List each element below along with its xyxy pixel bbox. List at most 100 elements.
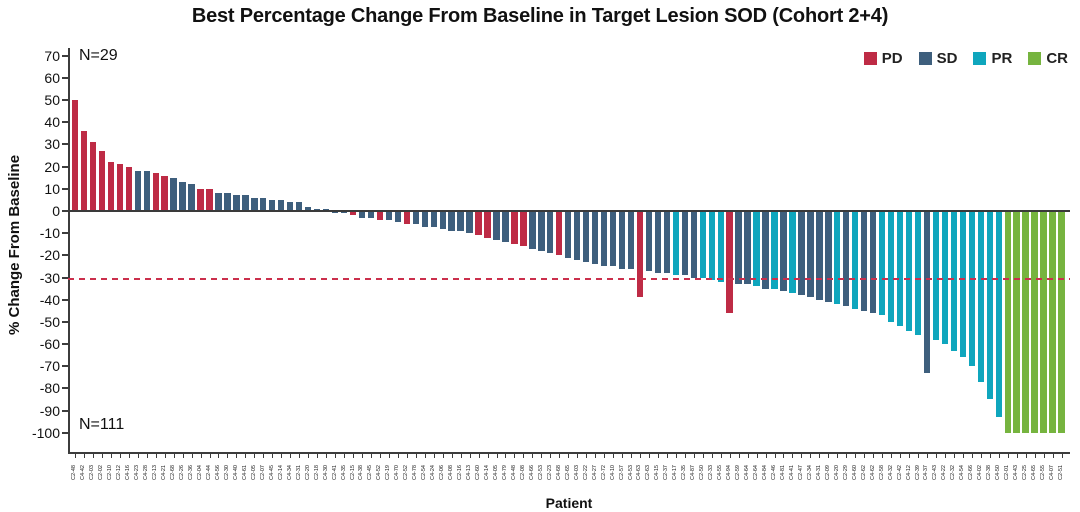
x-tick-label: C2-25 (1022, 465, 1029, 480)
x-tick-mark (873, 454, 875, 458)
bar-pr (932, 211, 940, 340)
x-tick-mark (290, 454, 292, 458)
x-axis-title: Patient (545, 495, 593, 511)
x-tick-mark (245, 454, 247, 458)
x-tick-mark (1052, 454, 1054, 458)
n-top-annotation: N=29 (79, 47, 118, 64)
bar-sd (287, 202, 294, 211)
x-tick-label: C2-58 (878, 465, 885, 480)
x-tick-label: C2-57 (618, 465, 625, 480)
x-tick-mark (74, 454, 76, 458)
bar-pd (98, 151, 106, 211)
x-tick-mark (801, 454, 803, 458)
x-tick-mark (218, 454, 220, 458)
x-tick-label: C4-56 (214, 465, 221, 480)
bar-pd (376, 211, 384, 220)
x-tick-mark (747, 454, 749, 458)
y-tick-label: 0 (52, 203, 60, 219)
x-tick-mark (666, 454, 668, 458)
x-tick-mark (792, 454, 794, 458)
x-tick-label: C2-06 (439, 465, 446, 480)
x-tick-mark (200, 454, 202, 458)
x-tick-label: C4-60 (851, 465, 858, 480)
x-tick-mark (711, 454, 713, 458)
x-tick-label: C2-59 (735, 465, 742, 480)
bar-sd (143, 171, 150, 211)
x-tick-label: C2-60 (475, 465, 482, 480)
x-tick-label: C4-13 (466, 465, 473, 480)
x-tick-label: C4-62 (869, 465, 876, 480)
y-tick-mark (62, 365, 68, 368)
x-tick-mark (550, 454, 552, 458)
bar-sd (780, 211, 787, 291)
x-tick-mark (989, 454, 991, 458)
bar-pr (914, 211, 922, 336)
bar-sd (421, 211, 428, 227)
x-tick-mark (254, 454, 256, 458)
x-tick-mark (326, 454, 328, 458)
x-tick-label: C4-24 (430, 465, 437, 480)
bar-sd (269, 199, 276, 211)
bar-sd (215, 193, 222, 211)
x-tick-label: C4-78 (412, 465, 419, 480)
y-tick-mark (62, 232, 68, 235)
bar-sd (188, 184, 195, 211)
x-tick-mark (182, 454, 184, 458)
bar-sd (663, 211, 671, 274)
x-tick-label: C2-50 (699, 465, 706, 480)
bar-sd (825, 211, 832, 302)
bar-cr (1022, 211, 1029, 433)
bar-sd (547, 211, 554, 254)
x-tick-label: C4-43 (1013, 465, 1020, 480)
x-tick-label: C4-55 (717, 465, 724, 480)
x-tick-label: C4-27 (591, 465, 598, 480)
x-tick-label: C4-28 (143, 465, 150, 480)
x-tick-label: C2-04 (197, 465, 204, 480)
bar-sd (591, 211, 599, 265)
x-tick-label: C2-47 (797, 465, 804, 480)
bar-pd (475, 211, 482, 236)
x-tick-label: C2-26 (179, 465, 186, 480)
x-tick-mark (361, 454, 363, 458)
x-tick-label: C4-41 (788, 465, 795, 480)
bar-sd (242, 195, 249, 211)
x-tick-label: C2-01 (1004, 465, 1011, 480)
y-tick-label: -80 (39, 380, 60, 397)
x-tick-label: C4-84 (762, 465, 769, 480)
x-tick-mark (568, 454, 570, 458)
x-tick-mark (926, 454, 928, 458)
bar-cr (1049, 211, 1056, 433)
x-tick-label: C2-05 (250, 465, 257, 480)
bar-sd (861, 211, 868, 311)
bar-sd (134, 171, 141, 211)
x-tick-mark (819, 454, 821, 458)
y-tick-label: -100 (31, 424, 60, 441)
bar-pr (977, 211, 984, 382)
x-tick-mark (478, 454, 480, 458)
bar-sd (735, 211, 742, 285)
bar-cr (1004, 211, 1011, 433)
x-tick-mark (433, 454, 435, 458)
x-tick-label: C4-12 (905, 465, 912, 480)
x-tick-mark (729, 454, 731, 458)
x-tick-mark (424, 454, 426, 458)
y-tick-mark (62, 210, 68, 212)
x-tick-label: C2-07 (259, 465, 266, 480)
bar-sd (529, 211, 536, 249)
y-tick-mark (62, 165, 68, 168)
x-tick-mark (1025, 454, 1027, 458)
x-tick-mark (765, 454, 767, 458)
minus-30-reference-line (68, 277, 1070, 280)
x-tick-mark (505, 454, 507, 458)
bar-cr (1040, 211, 1047, 433)
bar-sd (457, 211, 464, 231)
bar-pr (753, 211, 760, 287)
bar-sd (260, 197, 267, 211)
x-tick-mark (1061, 454, 1063, 458)
x-tick-mark (137, 454, 139, 458)
x-tick-label: C4-31 (815, 465, 822, 480)
x-tick-mark (1043, 454, 1045, 458)
x-tick-mark (272, 454, 274, 458)
x-tick-label: C2-41 (331, 465, 338, 480)
y-tick-label: -90 (39, 402, 60, 419)
